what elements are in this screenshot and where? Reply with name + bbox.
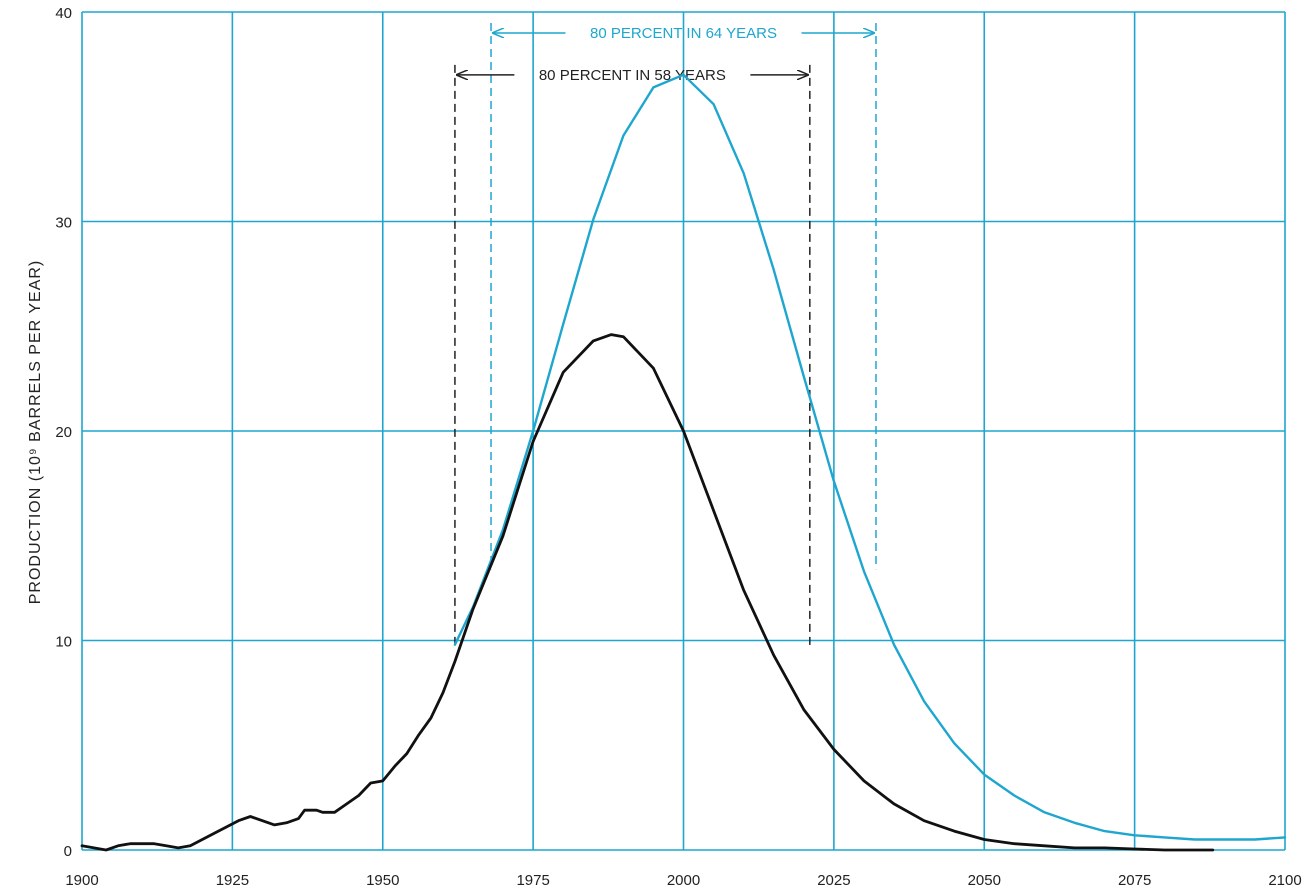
y-tick-label: 20 bbox=[55, 424, 72, 441]
series-lines bbox=[80, 73, 1287, 852]
y-tick-label: 0 bbox=[64, 843, 72, 860]
series-line-black bbox=[80, 333, 1215, 852]
y-axis-label: PRODUCTION (10⁹ BARRELS PER YEAR) bbox=[27, 260, 44, 605]
annotation-label: 80 PERCENT IN 64 YEARS bbox=[590, 25, 777, 42]
x-tick-label: 2075 bbox=[1118, 872, 1151, 889]
x-tick-label: 2000 bbox=[667, 872, 700, 889]
series-line-blue bbox=[453, 73, 1287, 841]
tick-labels: 1900 1925 1950 1975 2000 2025 2050 2075 2100 0 10 2… bbox=[55, 5, 1301, 889]
x-tick-label: 1950 bbox=[366, 872, 399, 889]
x-tick-label: 1925 bbox=[216, 872, 249, 889]
annotation-label: 80 PERCENT IN 58 YEARS bbox=[539, 67, 726, 84]
y-tick-label: 30 bbox=[55, 215, 72, 232]
annotations: 80 PERCENT IN 64 YEARS 80 PERCENT IN 58 Y… bbox=[454, 22, 877, 649]
x-tick-label: 1975 bbox=[516, 872, 549, 889]
x-tick-label: 2025 bbox=[817, 872, 850, 889]
x-tick-label: 2050 bbox=[968, 872, 1001, 889]
y-tick-label: 40 bbox=[55, 5, 72, 22]
x-tick-label: 1900 bbox=[65, 872, 98, 889]
x-tick-label: 2100 bbox=[1268, 872, 1301, 889]
y-tick-label: 10 bbox=[55, 634, 72, 651]
